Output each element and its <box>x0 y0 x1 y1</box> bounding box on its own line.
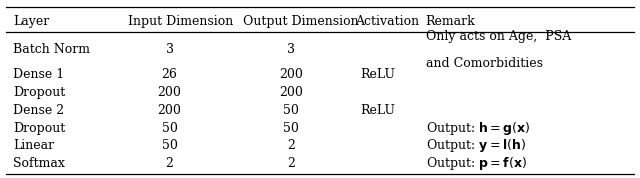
Text: Linear: Linear <box>13 139 54 153</box>
Text: Layer: Layer <box>13 15 49 28</box>
Text: 200: 200 <box>279 86 303 99</box>
Text: 3: 3 <box>166 43 173 56</box>
Text: Activation: Activation <box>355 15 419 28</box>
Text: Input Dimension: Input Dimension <box>128 15 233 28</box>
Text: Output Dimension: Output Dimension <box>243 15 359 28</box>
Text: 200: 200 <box>157 86 182 99</box>
Text: Dense 2: Dense 2 <box>13 104 64 117</box>
Text: 2: 2 <box>166 157 173 170</box>
Text: Output: $\mathbf{p} = \mathbf{f}(\mathbf{x})$: Output: $\mathbf{p} = \mathbf{f}(\mathbf… <box>426 155 527 172</box>
Text: and Comorbidities: and Comorbidities <box>426 57 543 70</box>
Text: Dropout: Dropout <box>13 86 65 99</box>
Text: Softmax: Softmax <box>13 157 65 170</box>
Text: Batch Norm: Batch Norm <box>13 43 90 56</box>
Text: Dropout: Dropout <box>13 122 65 135</box>
Text: 50: 50 <box>162 122 177 135</box>
Text: 50: 50 <box>284 122 299 135</box>
Text: 200: 200 <box>157 104 182 117</box>
Text: ReLU: ReLU <box>360 104 395 117</box>
Text: 26: 26 <box>162 68 177 81</box>
Text: 2: 2 <box>287 139 295 153</box>
Text: Remark: Remark <box>426 15 476 28</box>
Text: Only acts on Age,  PSA: Only acts on Age, PSA <box>426 30 571 43</box>
Text: Output: $\mathbf{y} = \mathbf{l}(\mathbf{h})$: Output: $\mathbf{y} = \mathbf{l}(\mathbf… <box>426 137 525 155</box>
Text: 50: 50 <box>162 139 177 153</box>
Text: Output: $\mathbf{h} = \mathbf{g}(\mathbf{x})$: Output: $\mathbf{h} = \mathbf{g}(\mathbf… <box>426 120 530 137</box>
Text: 2: 2 <box>287 157 295 170</box>
Text: Dense 1: Dense 1 <box>13 68 64 81</box>
Text: 50: 50 <box>284 104 299 117</box>
Text: ReLU: ReLU <box>360 68 395 81</box>
Text: 3: 3 <box>287 43 295 56</box>
Text: 200: 200 <box>279 68 303 81</box>
